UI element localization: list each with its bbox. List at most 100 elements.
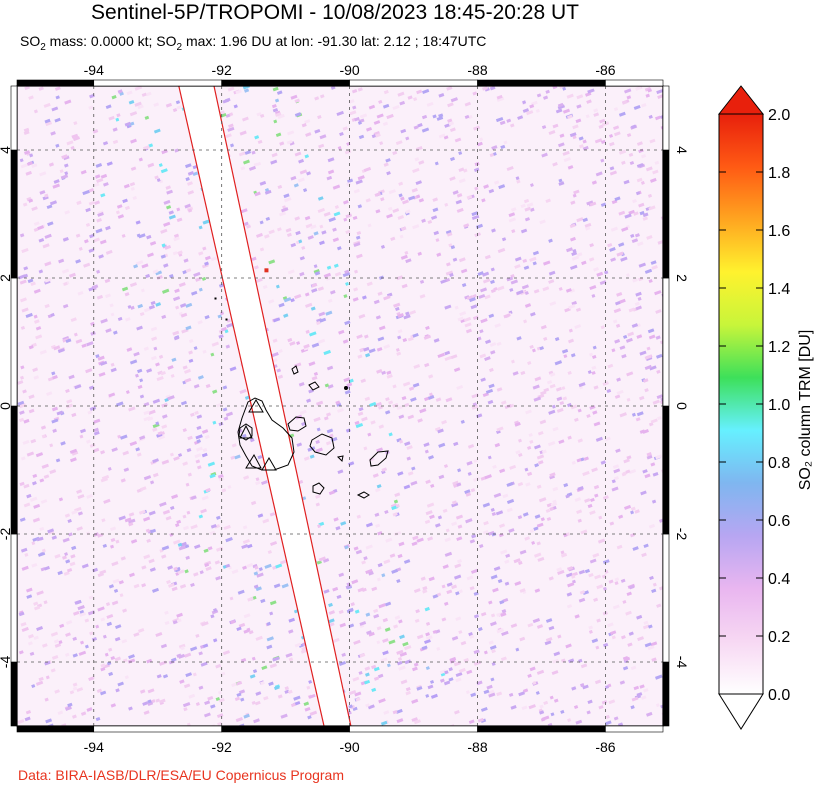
so2-pixel [364, 396, 371, 402]
so2-pixel [659, 518, 663, 523]
so2-pixel [380, 244, 385, 249]
so2-pixel [628, 307, 635, 313]
so2-pixel [613, 716, 619, 721]
so2-pixel [548, 279, 555, 284]
so2-pixel [587, 503, 593, 509]
so2-pixel [323, 589, 330, 594]
so2-pixel [584, 568, 591, 574]
colorbar: 2.01.81.61.41.21.00.80.60.40.20.0 SO₂ co… [717, 85, 814, 730]
so2-pixel [510, 207, 517, 212]
border-bar-top [605, 79, 664, 87]
so2-pixel [217, 314, 223, 319]
so2-pixel [589, 201, 597, 207]
lat-label-right: 4 [674, 146, 690, 154]
so2-pixel [574, 497, 582, 502]
so2-pixel [115, 210, 120, 215]
so2-pixel [494, 323, 501, 328]
so2-pixel [163, 199, 171, 205]
so2-pixel [647, 645, 655, 651]
so2-pixel [591, 467, 598, 473]
so2-pixel [257, 454, 263, 460]
so2-pixel [32, 473, 38, 479]
so2-pixel [118, 515, 126, 521]
so2-pixel [444, 350, 451, 356]
so2-pixel [323, 416, 329, 421]
border-bar-right [662, 277, 670, 407]
so2-pixel [214, 524, 221, 529]
so2-pixel [488, 530, 495, 536]
so2-pixel [50, 668, 56, 673]
so2-pixel [139, 435, 146, 441]
so2-pixel [575, 307, 582, 312]
so2-pixel [408, 195, 416, 201]
so2-pixel [238, 151, 246, 157]
so2-pixel [36, 626, 44, 632]
so2-pixel [71, 509, 78, 515]
so2-pixel [365, 522, 373, 528]
max-value-text: max: 1.96 DU at lon: -91.30 lat: 2.12 ; … [182, 33, 487, 49]
so2-pixel [351, 579, 359, 585]
so2-pixel [279, 141, 285, 146]
so2-pixel [499, 600, 505, 605]
so2-pixel [187, 435, 193, 441]
so2-pixel [525, 482, 531, 487]
so2-pixel [149, 567, 156, 572]
border-bar-right [662, 85, 670, 151]
so2-pixel [72, 610, 80, 616]
so2-pixel [26, 493, 32, 499]
so2-pixel [231, 682, 237, 688]
so2-pixel [139, 311, 145, 317]
so2-pixel [445, 270, 454, 276]
so2-pixel [95, 174, 101, 179]
so2-pixel [656, 89, 663, 95]
so2-pixel [596, 618, 601, 623]
colorbar-tick-label: 0.0 [768, 687, 790, 704]
so2-pixel [160, 168, 168, 174]
so2-pixel [405, 258, 412, 264]
so2-pixel [358, 134, 365, 140]
so2-pixel [646, 235, 653, 240]
so2-pixel [582, 684, 589, 690]
so2-pixel [539, 219, 546, 225]
so2-pixel [371, 134, 376, 139]
so2-pixel [543, 700, 549, 706]
so2-pixel [142, 701, 149, 706]
so2-pixel [38, 86, 44, 91]
so2-pixel [584, 222, 592, 228]
so2-pixel [76, 526, 83, 532]
so2-pixel [656, 369, 661, 374]
so2-pixel [254, 265, 259, 270]
so2-pixel [151, 336, 158, 342]
so2-pixel [610, 226, 618, 232]
so2-pixel [124, 292, 130, 297]
pinzon-island-outline [336, 455, 344, 463]
so2-pixel [272, 338, 278, 343]
so2-pixel [469, 297, 476, 303]
so2-pixel [294, 294, 302, 300]
so2-pixel [456, 482, 462, 487]
so2-pixel [391, 568, 399, 574]
so2-pixel [217, 473, 224, 479]
so2-pixel [39, 349, 47, 355]
so2-pixel [358, 313, 366, 319]
so2-pixel [274, 112, 282, 117]
so2-pixel [61, 555, 67, 560]
so2-pixel [318, 556, 326, 562]
so2-pixel [51, 655, 59, 660]
so2-pixel [464, 489, 471, 495]
so2-pixel [545, 508, 551, 513]
so2-pixel [631, 323, 639, 328]
so2-pixel [451, 521, 458, 527]
so2-pixel [50, 312, 55, 317]
so2-pixel [298, 158, 305, 164]
so2-pixel [586, 710, 591, 715]
so2-pixel [179, 584, 187, 589]
so2-pixel [601, 700, 608, 705]
so2-pixel [488, 188, 495, 194]
so2-pixel [421, 88, 430, 95]
so2-pixel [28, 634, 34, 639]
so2-pixel [397, 471, 404, 476]
so2-pixel [422, 589, 428, 594]
colorbar-tick-label: 1.6 [768, 223, 790, 240]
so2-pixel [345, 213, 353, 219]
